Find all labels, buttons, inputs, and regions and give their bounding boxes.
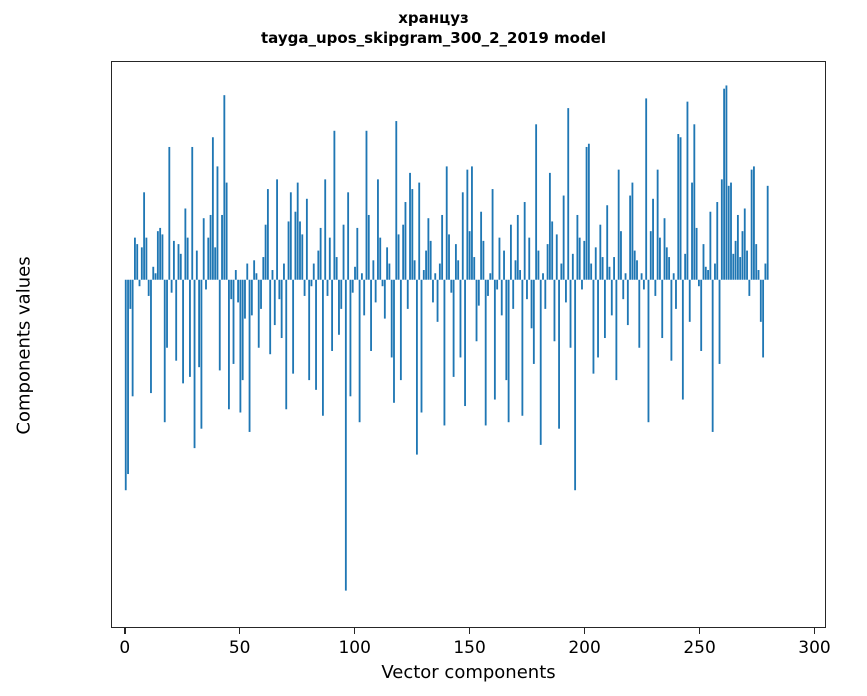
x-tick-label: 100: [338, 638, 371, 658]
chart-title-line-2: tayga_upos_skipgram_300_2_2019 model: [261, 29, 606, 47]
x-tick-label: 300: [798, 638, 831, 658]
x-tick-mark: [124, 628, 126, 634]
x-tick-mark: [583, 628, 586, 634]
x-tick-mark: [239, 628, 241, 634]
x-tick-label: 50: [228, 638, 251, 658]
x-axis-ticks: 0 50 100 150 200 250 300: [0, 628, 867, 688]
x-tick-mark: [468, 628, 471, 634]
x-tick-label: 200: [568, 638, 601, 658]
plot-axes: [111, 61, 826, 628]
bar-series-canvas: [124, 85, 769, 591]
y-axis-label: Components values: [13, 256, 35, 435]
x-tick-label: 150: [453, 638, 486, 658]
x-tick-label: 250: [683, 638, 716, 658]
x-tick-mark: [813, 628, 816, 634]
x-tick-label: 0: [119, 638, 131, 658]
x-tick-mark: [354, 628, 356, 634]
chart-title: хранцуз tayga_upos_skipgram_300_2_2019 m…: [0, 8, 867, 48]
x-axis-label: Vector components: [381, 662, 556, 683]
x-tick-mark: [698, 628, 701, 634]
chart-title-line-1: хранцуз: [398, 9, 469, 27]
